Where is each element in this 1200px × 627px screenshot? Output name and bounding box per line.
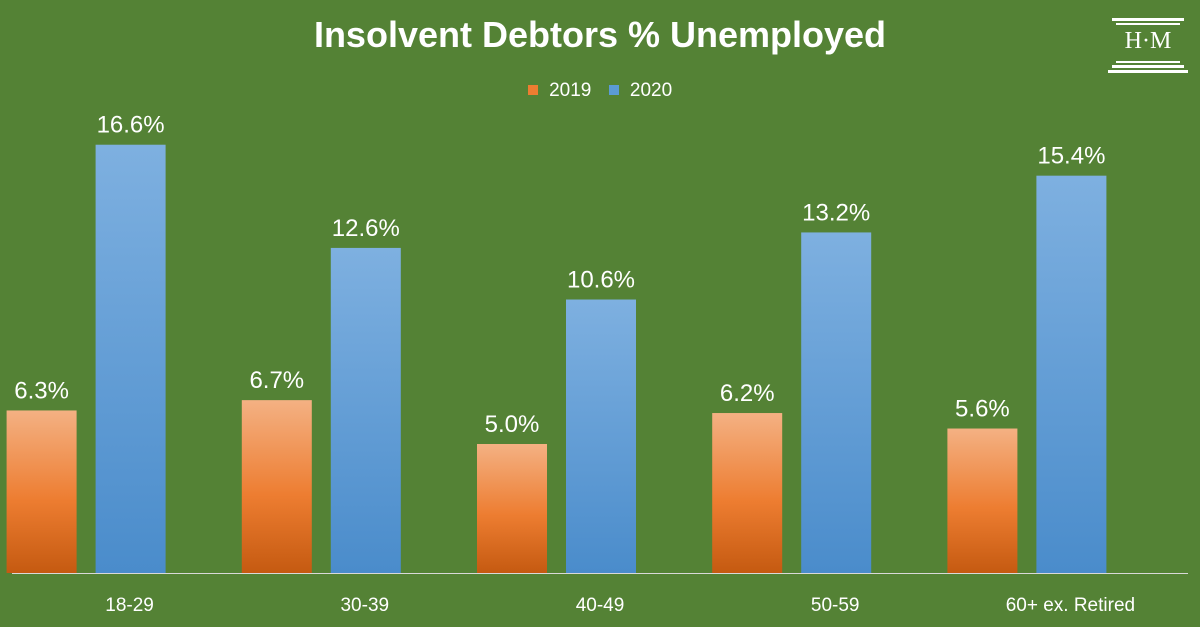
x-axis-ticks: 18-29 30-39 40-49 50-59 60+ ex. Retired [105,595,1135,616]
legend-swatch-2019 [527,85,538,95]
legend-item-2020: 2020 [608,80,673,102]
legend-item-2019: 2019 [527,80,592,102]
legend-swatch-2020 [608,85,619,95]
x-tick-label-30-39: 30-39 [340,595,389,616]
data-label-2019-50-59: 6.2% [720,380,775,407]
x-tick-label-40-49: 40-49 [576,595,625,616]
bar-2020-60-ex-retired [1036,175,1107,573]
data-label-2020-60-ex-retired: 15.4% [1037,143,1105,170]
legend-label-2019: 2019 [549,80,592,101]
bar-2019-50-59 [712,413,783,573]
bar-2020-50-59 [801,232,872,573]
bar-2019-30-39 [241,400,312,573]
data-label-2020-18-29: 16.6% [97,112,165,139]
bar-2020-30-39 [330,247,401,574]
data-label-2019-18-29: 6.3% [14,377,69,404]
x-tick-label-18-29: 18-29 [105,595,154,616]
data-label-2019-40-49: 5.0% [485,411,540,438]
bar-2020-40-49 [566,299,636,573]
data-label-2020-40-49: 10.6% [567,267,635,294]
data-label-2020-30-39: 12.6% [332,215,400,242]
x-tick-label-60-ex-retired: 60+ ex. Retired [1006,595,1135,616]
bars-group: 6.3% 16.6% 6.7% 12.6% 5.0% 10.6% 6.2% 13.2% 5.6%… [6,112,1107,574]
chart-title: Insolvent Debtors % Unemployed [313,14,887,55]
bar-2020-18-29 [95,144,166,573]
brand-logo: H·M [1108,14,1188,74]
bar-2019-40-49 [477,444,547,573]
data-label-2019-30-39: 6.7% [249,367,304,394]
legend-label-2020: 2020 [629,80,673,101]
logo-text: H·M [1124,28,1172,54]
data-label-2019-60-ex-retired: 5.6% [955,396,1010,423]
bar-2019-60-ex-retired [947,428,1018,573]
x-tick-label-50-59: 50-59 [811,595,860,616]
chart-legend: 2019 2020 [0,80,1200,102]
bar-2019-18-29 [6,410,77,573]
columns-logo-icon [1108,18,1188,73]
data-label-2020-50-59: 13.2% [802,199,870,226]
